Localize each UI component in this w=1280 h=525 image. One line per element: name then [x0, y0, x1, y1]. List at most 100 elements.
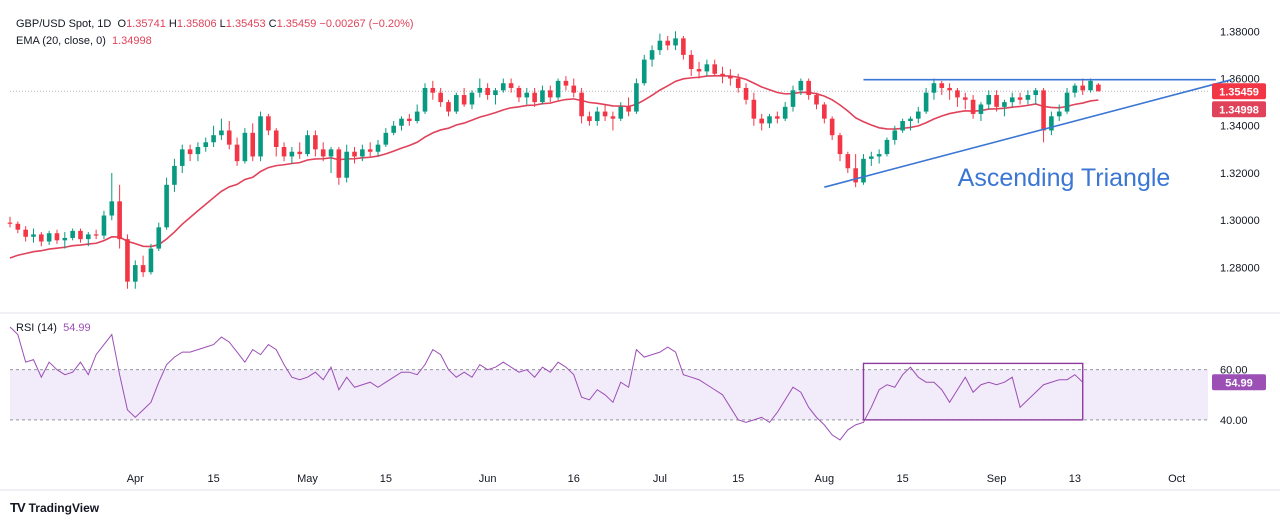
- candle: [1009, 92, 1015, 107]
- candle-body: [1049, 116, 1054, 131]
- candle-body: [978, 104, 984, 114]
- candle: [955, 87, 960, 107]
- candle-body: [837, 135, 843, 155]
- candle-body: [657, 40, 663, 51]
- candle: [555, 78, 561, 100]
- candle-body: [195, 147, 201, 155]
- support-line[interactable]: [824, 78, 1232, 188]
- candle: [289, 147, 295, 164]
- x-tick-label: Sep: [987, 473, 1007, 485]
- close-label: C: [268, 18, 277, 30]
- candle-body: [876, 154, 882, 157]
- candle-body: [759, 118, 764, 124]
- candle-body: [179, 149, 185, 166]
- candle: [1072, 83, 1078, 98]
- candle: [720, 66, 725, 84]
- candle: [876, 149, 882, 164]
- rsi-legend: RSI (14) 54.99: [16, 320, 91, 336]
- rsi-highlight-box[interactable]: [862, 362, 1084, 421]
- candle-body: [923, 92, 929, 112]
- candle: [1049, 111, 1054, 136]
- candle-body: [712, 64, 718, 74]
- candle: [132, 260, 138, 289]
- candle-body: [469, 92, 475, 105]
- candle-body: [54, 233, 60, 241]
- rsi-label[interactable]: RSI (14): [16, 322, 57, 334]
- x-tick-label: Oct: [1168, 473, 1185, 485]
- candle: [54, 229, 60, 244]
- candle-body: [673, 38, 678, 46]
- candle: [70, 228, 75, 241]
- x-axis: Apr 15 May 15 Jun 16 Jul 15 Aug 15 Sep 13 Oct: [0, 473, 1280, 491]
- candle: [1017, 92, 1023, 105]
- candle-body: [446, 102, 451, 112]
- candle-body: [360, 149, 365, 157]
- candle-body: [665, 40, 671, 46]
- last-price-badge-bg: [1212, 83, 1266, 100]
- candle: [798, 78, 804, 96]
- candle: [297, 142, 303, 159]
- candle-body: [125, 239, 130, 282]
- candle: [422, 83, 428, 114]
- candle: [195, 142, 201, 162]
- candle: [78, 228, 83, 243]
- candle: [767, 113, 772, 129]
- x-tick-label: 15: [380, 473, 392, 485]
- x-tick-label: Aug: [815, 473, 835, 485]
- change-value: −0.00267 (−0.20%): [319, 18, 414, 30]
- candle: [242, 128, 248, 164]
- candle-body: [234, 144, 240, 162]
- candle: [508, 78, 514, 93]
- candle-body: [696, 69, 702, 72]
- x-tick-label: 15: [732, 473, 744, 485]
- candle-body: [226, 130, 232, 145]
- candle-body: [78, 230, 83, 240]
- candle: [947, 83, 952, 100]
- ema-legend: EMA (20, close, 0) 1.34998: [16, 33, 152, 49]
- candle: [46, 230, 52, 246]
- candle: [728, 69, 733, 86]
- rsi-badge-bg: [1212, 374, 1266, 391]
- candle: [649, 45, 655, 67]
- candle-body: [305, 135, 310, 155]
- tradingview-logo[interactable]: TV TradingView: [10, 500, 99, 515]
- candle: [665, 35, 671, 51]
- candle: [751, 92, 757, 126]
- candle: [673, 31, 678, 51]
- candle-body: [767, 116, 772, 124]
- candle: [258, 111, 263, 162]
- candle: [986, 90, 992, 110]
- candle-body: [148, 248, 154, 273]
- candle-body: [626, 106, 631, 112]
- candle-body: [994, 95, 999, 107]
- candle-body: [751, 99, 757, 119]
- price-tick-label: 1.36000: [1220, 74, 1260, 86]
- candle: [360, 144, 365, 162]
- last-price-badge: 1.35459: [1212, 83, 1266, 100]
- candle-body: [140, 265, 146, 273]
- candle: [477, 78, 483, 98]
- candle-body: [242, 132, 248, 162]
- high-value: 1.35806: [176, 18, 217, 30]
- candle-body: [547, 90, 553, 98]
- candle: [7, 216, 13, 228]
- candle-body: [31, 234, 36, 237]
- candle: [1096, 82, 1101, 92]
- candle: [610, 111, 616, 131]
- candle-body: [555, 80, 561, 98]
- candle-body: [500, 83, 506, 91]
- ema-label[interactable]: EMA (20, close, 0): [16, 35, 106, 47]
- ema-line: [9, 75, 1099, 259]
- candle-body: [438, 92, 443, 103]
- symbol-title[interactable]: GBP/USD Spot, 1D: [16, 18, 112, 30]
- candle-body: [869, 156, 874, 159]
- candle: [845, 151, 851, 173]
- candle: [219, 118, 224, 140]
- tradingview-logo-text: TradingView: [28, 500, 100, 515]
- trend-lines[interactable]: [824, 78, 1232, 188]
- candle: [414, 104, 420, 124]
- x-tick-label: 13: [1069, 473, 1081, 485]
- candle-body: [93, 234, 99, 236]
- candle-body: [720, 73, 725, 77]
